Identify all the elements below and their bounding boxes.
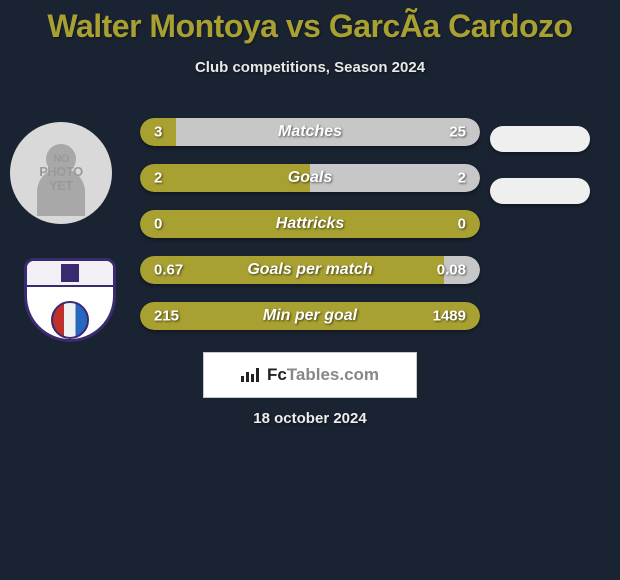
- stat-value-right: 1489: [433, 308, 466, 325]
- player-left-avatar-block: NOPHOTOYET: [10, 122, 112, 224]
- stat-value-left: 0: [154, 216, 162, 233]
- stat-row: 0.67 0.08 Goals per match: [140, 256, 480, 284]
- stats-table: 3 25 Matches 2 2 Goals 0 0 Hattricks 0.67 0.08 Goal…: [140, 118, 480, 348]
- player-left-club-badge: [20, 258, 120, 346]
- stat-row: 3 25 Matches: [140, 118, 480, 146]
- stat-row: 2 2 Goals: [140, 164, 480, 192]
- stat-bar-right: [310, 164, 480, 192]
- stat-value-left: 3: [154, 124, 162, 141]
- stat-value-left: 2: [154, 170, 162, 187]
- shield-ball-icon: [51, 301, 89, 339]
- shield-top: [27, 261, 113, 287]
- brand-part-a: Fc: [267, 365, 287, 384]
- stat-bar-left: [140, 164, 310, 192]
- bars-icon: [241, 368, 259, 382]
- stat-label: Goals per match: [247, 261, 372, 279]
- player-right-chip: [490, 178, 590, 204]
- stat-row: 215 1489 Min per goal: [140, 302, 480, 330]
- brand-text: FcTables.com: [267, 365, 379, 385]
- stat-row: 0 0 Hattricks: [140, 210, 480, 238]
- subtitle: Club competitions, Season 2024: [0, 59, 620, 76]
- stat-label: Hattricks: [276, 215, 344, 233]
- player-right-chip: [490, 126, 590, 152]
- stat-value-right: 2: [458, 170, 466, 187]
- stat-value-left: 215: [154, 308, 179, 325]
- stat-label: Matches: [278, 123, 342, 141]
- stat-label: Min per goal: [263, 307, 357, 325]
- brand-part-b: Tables.com: [287, 365, 379, 384]
- stat-value-right: 0.08: [437, 262, 466, 279]
- no-photo-avatar: NOPHOTOYET: [10, 122, 112, 224]
- date-label: 18 october 2024: [253, 410, 366, 427]
- brand-footer[interactable]: FcTables.com: [203, 352, 417, 398]
- stat-value-left: 0.67: [154, 262, 183, 279]
- tower-icon: [61, 264, 79, 282]
- stat-value-right: 25: [449, 124, 466, 141]
- no-photo-label: NOPHOTOYET: [39, 154, 83, 193]
- stat-value-right: 0: [458, 216, 466, 233]
- stat-label: Goals: [288, 169, 332, 187]
- club-shield-icon: [24, 258, 116, 342]
- page-title: Walter Montoya vs GarcÃa Cardozo: [0, 0, 620, 45]
